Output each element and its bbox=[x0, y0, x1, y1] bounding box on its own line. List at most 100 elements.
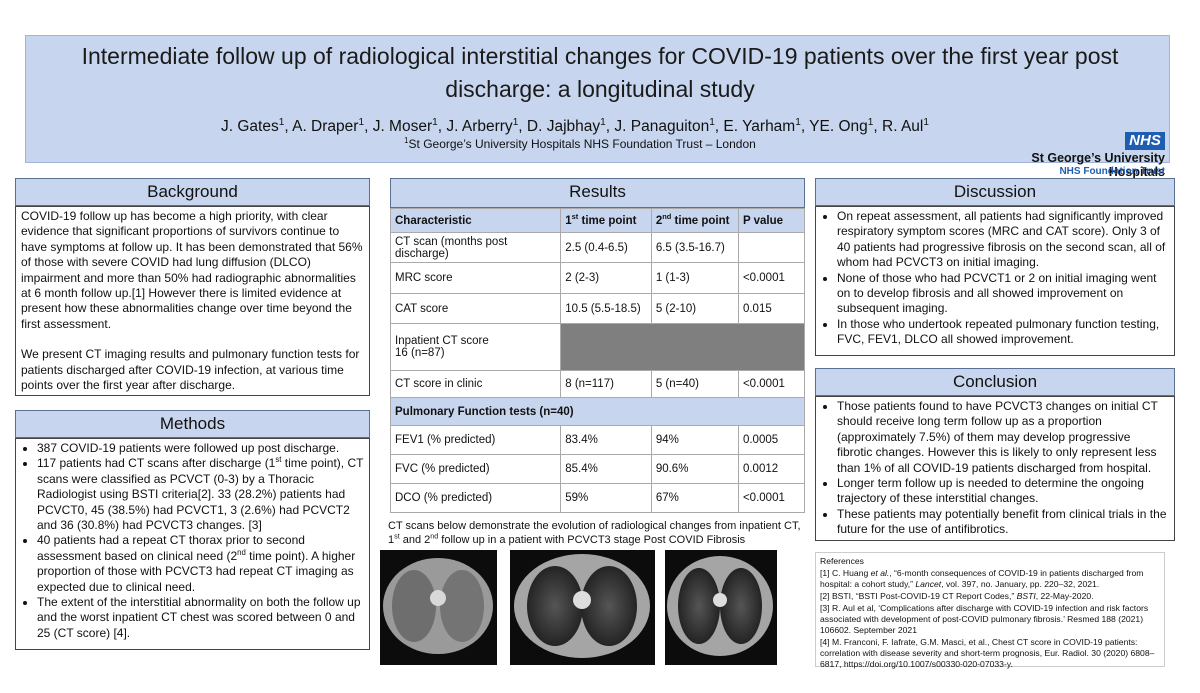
reference: [1] C. Huang et al., “6-month consequenc… bbox=[820, 568, 1160, 590]
text-run: st bbox=[275, 455, 282, 465]
bullet: Those patients found to have PCVCT3 chan… bbox=[837, 399, 1169, 476]
table-cell: <0.0001 bbox=[737, 370, 806, 398]
text-run: [1] C. Huang bbox=[820, 568, 871, 578]
bullet: The extent of the interstitial abnormali… bbox=[37, 595, 364, 641]
ct-images bbox=[380, 550, 777, 665]
reference: [3] R. Aul et al, ‘Complications after d… bbox=[820, 603, 1149, 635]
table-cell: 90.6% bbox=[650, 454, 739, 484]
table-cell: 1st time point bbox=[560, 208, 652, 233]
nhs-logo: NHS bbox=[1125, 132, 1165, 150]
text-run: Lancet bbox=[915, 579, 942, 589]
text-run: , bbox=[364, 118, 373, 135]
text-run: 1 bbox=[358, 116, 365, 128]
text-run: , bbox=[605, 118, 615, 135]
text-run: 1 bbox=[404, 136, 409, 145]
text-run: and 2 bbox=[399, 534, 431, 546]
table-cell: FEV1 (% predicted) bbox=[389, 425, 562, 455]
bullet: 40 patients had a repeat CT thorax prior… bbox=[37, 533, 364, 595]
table-cell: Characteristic bbox=[389, 208, 562, 233]
text-run: [2] BSTI, “BSTI Post-COVID-19 CT Report … bbox=[820, 591, 1017, 601]
text-run: 1 bbox=[867, 116, 874, 128]
table-row: CT scan (months post discharge) 2.5 (0.4-… bbox=[389, 232, 806, 263]
author: J. Moser1, bbox=[373, 117, 447, 135]
section-heading: Background bbox=[15, 178, 370, 206]
text-run: 2 bbox=[655, 214, 663, 227]
table-cell: 10.5 (5.5-18.5) bbox=[560, 293, 652, 324]
text-run: , bbox=[873, 118, 882, 135]
table-row: DCO (% predicted) 59% 67% <0.0001 bbox=[389, 483, 806, 513]
title-banner bbox=[25, 35, 1170, 163]
table-cell: 0.015 bbox=[737, 293, 806, 324]
text-run: 117 patients had CT scans after discharg… bbox=[37, 456, 276, 471]
bullet-list: Those patients found to have PCVCT3 chan… bbox=[821, 399, 1169, 538]
text-run: , “6-month consequences of COVID-19 in p… bbox=[820, 568, 1144, 589]
table-row: Characteristic 1st time point 2nd time poi… bbox=[389, 208, 806, 233]
text-run: 1 bbox=[923, 116, 929, 128]
text-run: , vol. 397, no. January, pp. 220–32, 202… bbox=[941, 579, 1100, 589]
title: Intermediate follow up of radiological i… bbox=[81, 43, 1119, 102]
text-run: 1 bbox=[565, 214, 572, 227]
text-run: , bbox=[800, 118, 810, 135]
table-cell: 0.0012 bbox=[737, 454, 806, 484]
author: J. Panaguiton1, bbox=[614, 116, 723, 135]
reference: [4] M. Franconi, F. Iafrate, G.M. Masci,… bbox=[820, 637, 1155, 669]
text-run: 40 patients had a repeat CT thorax prior… bbox=[37, 533, 305, 563]
bullet: In those who undertook repeated pulmonar… bbox=[837, 317, 1169, 348]
table-cell: <0.0001 bbox=[737, 262, 806, 294]
table-cell: 8 (n=117) bbox=[560, 370, 652, 398]
table-cell: 94% bbox=[650, 425, 739, 455]
logo-trust: NHS Foundation Trust bbox=[1059, 166, 1165, 177]
text-run: time point), CT scans were classified as… bbox=[37, 456, 364, 533]
table-row: Pulmonary Function tests (n=40) bbox=[390, 397, 805, 426]
text-run: follow up in a patient with PCVCT3 stage… bbox=[438, 534, 746, 546]
references-heading: References bbox=[820, 556, 864, 566]
text-run: st bbox=[394, 532, 400, 541]
author: J. Arberry1, bbox=[446, 117, 527, 135]
text-run: D. Jajbhay bbox=[526, 118, 601, 135]
table-row: FVC (% predicted) 85.4% 90.6% 0.0012 bbox=[389, 454, 806, 484]
text-run: J. Gates bbox=[221, 118, 279, 135]
table-row: CT score in clinic 8 (n=117) 5 (n=40) <0.00… bbox=[389, 370, 806, 398]
text-run: R. Aul bbox=[882, 118, 924, 135]
results-table: Characteristic 1st time point 2nd time poi… bbox=[389, 208, 806, 513]
bullet-list: On repeat assessment, all patients had s… bbox=[821, 209, 1169, 348]
table-row: FEV1 (% predicted) 83.4% 94% 0.0005 bbox=[389, 425, 806, 455]
text-run: et al. bbox=[870, 568, 890, 578]
conclusion-text: Those patients found to have PCVCT3 chan… bbox=[815, 396, 1175, 541]
background-text: COVID-19 follow up has become a high pri… bbox=[15, 206, 370, 396]
table-cell-blank bbox=[560, 323, 805, 371]
text-run: , bbox=[518, 118, 527, 135]
text-run: st bbox=[571, 211, 579, 221]
text-run: nd bbox=[237, 547, 246, 557]
section-heading: Conclusion bbox=[815, 368, 1175, 396]
table-cell-blank bbox=[737, 232, 806, 263]
text-run: time point bbox=[671, 214, 730, 227]
text-run: BSTI bbox=[1016, 591, 1036, 601]
table-cell: 67% bbox=[650, 483, 739, 513]
table-cell: P value bbox=[737, 208, 806, 233]
author: D. Jajbhay1, bbox=[526, 117, 615, 135]
logo-name: St George’s University Hospitals bbox=[1031, 151, 1165, 179]
text-run: 1 bbox=[709, 116, 715, 128]
text-run: time point). A higher proportion of thos… bbox=[37, 548, 356, 594]
table-cell: CT scan (months post discharge) bbox=[389, 232, 562, 263]
table-row: CAT score 10.5 (5.5-18.5) 5 (2-10) 0.015 bbox=[389, 293, 806, 324]
text-run: nd bbox=[430, 532, 439, 541]
table-cell: 1 (1-3) bbox=[650, 262, 739, 294]
text-run: , bbox=[437, 118, 447, 135]
table-cell: CAT score bbox=[389, 293, 562, 324]
author: A. Draper1, bbox=[292, 116, 373, 135]
bullet: None of those who had PCVCT1 or 2 on ini… bbox=[837, 271, 1169, 317]
references: References [1] C. Huang et al., “6-month… bbox=[815, 552, 1165, 669]
table-cell: 5 (n=40) bbox=[650, 370, 739, 398]
table-cell: CT score in clinic bbox=[389, 370, 562, 398]
affiliation: 1St George’s University Hospitals NHS Fo… bbox=[300, 137, 860, 151]
table-cell: 6.5 (3.5-16.7) bbox=[650, 232, 739, 263]
text-run: , bbox=[284, 118, 293, 135]
section-heading: Results bbox=[390, 178, 805, 208]
table-cell: 2 (2-3) bbox=[560, 262, 652, 294]
text-run: J. Arberry bbox=[446, 118, 513, 135]
text-run: J. Panaguiton bbox=[614, 118, 710, 135]
section-heading: Discussion bbox=[815, 178, 1175, 206]
text-run: nd bbox=[662, 211, 672, 221]
